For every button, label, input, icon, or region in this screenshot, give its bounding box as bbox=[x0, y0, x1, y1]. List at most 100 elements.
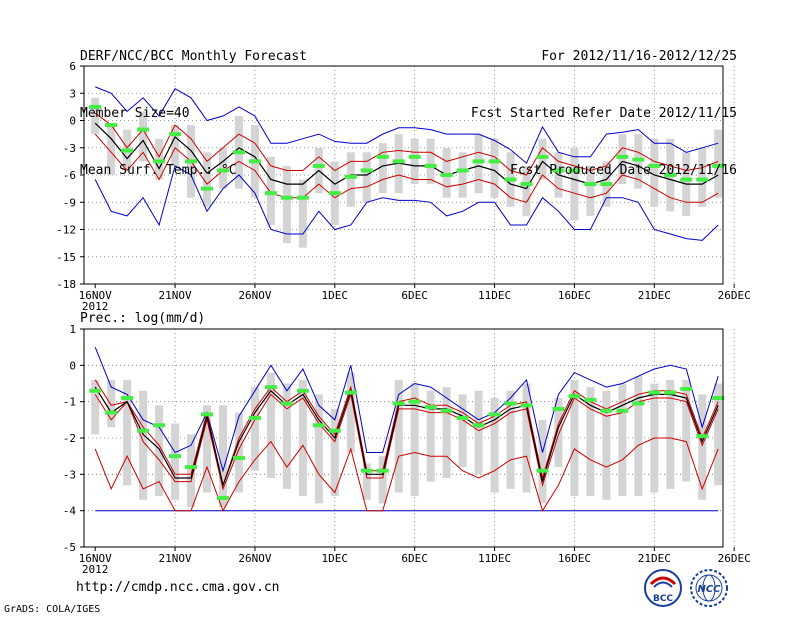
median-marker bbox=[584, 182, 597, 187]
x-tick-label: 21NOV bbox=[158, 552, 191, 565]
median-marker bbox=[89, 104, 102, 109]
x-tick-label: 6DEC bbox=[401, 289, 428, 302]
y-tick-label: -3 bbox=[63, 142, 76, 155]
x-tick-label: 6DEC bbox=[401, 552, 428, 565]
x-tick-label: 26NOV bbox=[238, 289, 271, 302]
x-tick-label: 21DEC bbox=[638, 289, 671, 302]
panel-title: Prec.: log(mm/d) bbox=[80, 311, 205, 326]
source-url[interactable]: http://cmdp.ncc.cma.gov.cn bbox=[76, 580, 280, 595]
ensemble-box bbox=[298, 179, 307, 248]
median-marker bbox=[248, 416, 261, 421]
x-tick-label: 16NOV bbox=[79, 289, 112, 302]
ensemble-box bbox=[522, 165, 531, 216]
median-marker bbox=[344, 390, 357, 395]
ensemble-box bbox=[570, 379, 579, 497]
ensemble-box bbox=[474, 134, 483, 194]
ensemble-box bbox=[698, 394, 707, 500]
ensemble-box bbox=[346, 152, 355, 207]
y-tick-label: 3 bbox=[69, 87, 76, 100]
median-marker bbox=[488, 412, 501, 417]
ensemble-box bbox=[314, 394, 323, 504]
median-marker bbox=[536, 154, 549, 159]
ensemble-box bbox=[139, 111, 148, 162]
ensemble-box bbox=[266, 156, 275, 225]
median-marker bbox=[360, 168, 373, 173]
ncc-logo: NCC bbox=[690, 569, 728, 607]
median-marker bbox=[568, 394, 581, 399]
ensemble-box bbox=[250, 387, 259, 471]
median-marker bbox=[616, 408, 629, 413]
series-lower-ci-2 bbox=[94, 437, 719, 512]
median-marker bbox=[584, 397, 597, 402]
ensemble-box bbox=[426, 138, 435, 185]
ensemble-box bbox=[458, 152, 467, 198]
median-marker bbox=[696, 177, 709, 182]
x-tick-label: 21DEC bbox=[638, 552, 671, 565]
median-marker bbox=[153, 159, 166, 164]
median-marker bbox=[600, 408, 613, 413]
median-marker bbox=[121, 148, 134, 153]
median-marker bbox=[312, 423, 325, 428]
median-marker bbox=[536, 468, 549, 473]
median-marker bbox=[680, 386, 693, 391]
ensemble-box bbox=[506, 390, 515, 489]
y-tick-label: 0 bbox=[69, 359, 76, 372]
median-marker bbox=[472, 159, 485, 164]
y-tick-label: -9 bbox=[63, 196, 76, 209]
ensemble-box bbox=[171, 423, 180, 500]
produced-date-label: Fcst Produced Date 2012/11/16 bbox=[510, 163, 737, 178]
ensemble-box bbox=[586, 387, 595, 497]
ensemble-box bbox=[91, 379, 100, 435]
median-marker bbox=[392, 401, 405, 406]
median-marker bbox=[201, 186, 214, 191]
variable-label: Mean Surf. Temp.: °C bbox=[80, 163, 237, 178]
ensemble-box bbox=[586, 165, 595, 216]
svg-text:BCC: BCC bbox=[653, 594, 673, 604]
bcc-logo: BCC bbox=[644, 569, 682, 607]
median-marker bbox=[680, 177, 693, 182]
x-year-label: 2012 bbox=[82, 563, 109, 576]
ensemble-box bbox=[91, 97, 100, 135]
median-marker bbox=[264, 191, 277, 196]
ensemble-box bbox=[538, 419, 547, 504]
x-tick-label: 1DEC bbox=[322, 289, 349, 302]
median-marker bbox=[408, 154, 421, 159]
ensemble-box bbox=[410, 138, 419, 185]
median-marker bbox=[121, 396, 134, 401]
median-marker bbox=[376, 154, 389, 159]
ensemble-box bbox=[123, 379, 132, 486]
median-marker bbox=[424, 405, 437, 410]
median-marker bbox=[105, 123, 118, 128]
median-marker bbox=[408, 399, 421, 404]
median-marker bbox=[616, 154, 629, 159]
median-marker bbox=[520, 182, 533, 187]
ensemble-box bbox=[378, 143, 387, 194]
median-marker bbox=[344, 174, 357, 179]
plot-frame bbox=[83, 328, 724, 548]
ensemble-box bbox=[634, 376, 643, 497]
ensemble-box bbox=[442, 147, 451, 198]
x-tick-label: 16DEC bbox=[558, 289, 591, 302]
series-upper-ci bbox=[94, 379, 719, 488]
median-marker bbox=[648, 163, 661, 168]
plot-frame bbox=[83, 65, 724, 285]
y-tick-label: -4 bbox=[63, 505, 77, 518]
median-marker bbox=[392, 159, 405, 164]
ensemble-box bbox=[394, 379, 403, 493]
ensemble-box bbox=[618, 134, 627, 185]
y-tick-label: 0 bbox=[69, 115, 76, 128]
median-marker bbox=[520, 403, 533, 408]
series-lower-ci bbox=[94, 133, 719, 203]
ensemble-box bbox=[203, 405, 212, 493]
median-marker bbox=[440, 173, 453, 177]
ensemble-box bbox=[714, 383, 723, 486]
median-marker bbox=[137, 428, 150, 433]
median-marker bbox=[248, 159, 261, 164]
median-marker bbox=[185, 159, 198, 164]
median-marker bbox=[472, 423, 485, 428]
ensemble-box bbox=[522, 383, 531, 493]
ensemble-box bbox=[282, 165, 291, 244]
x-tick-label: 26DEC bbox=[718, 289, 751, 302]
